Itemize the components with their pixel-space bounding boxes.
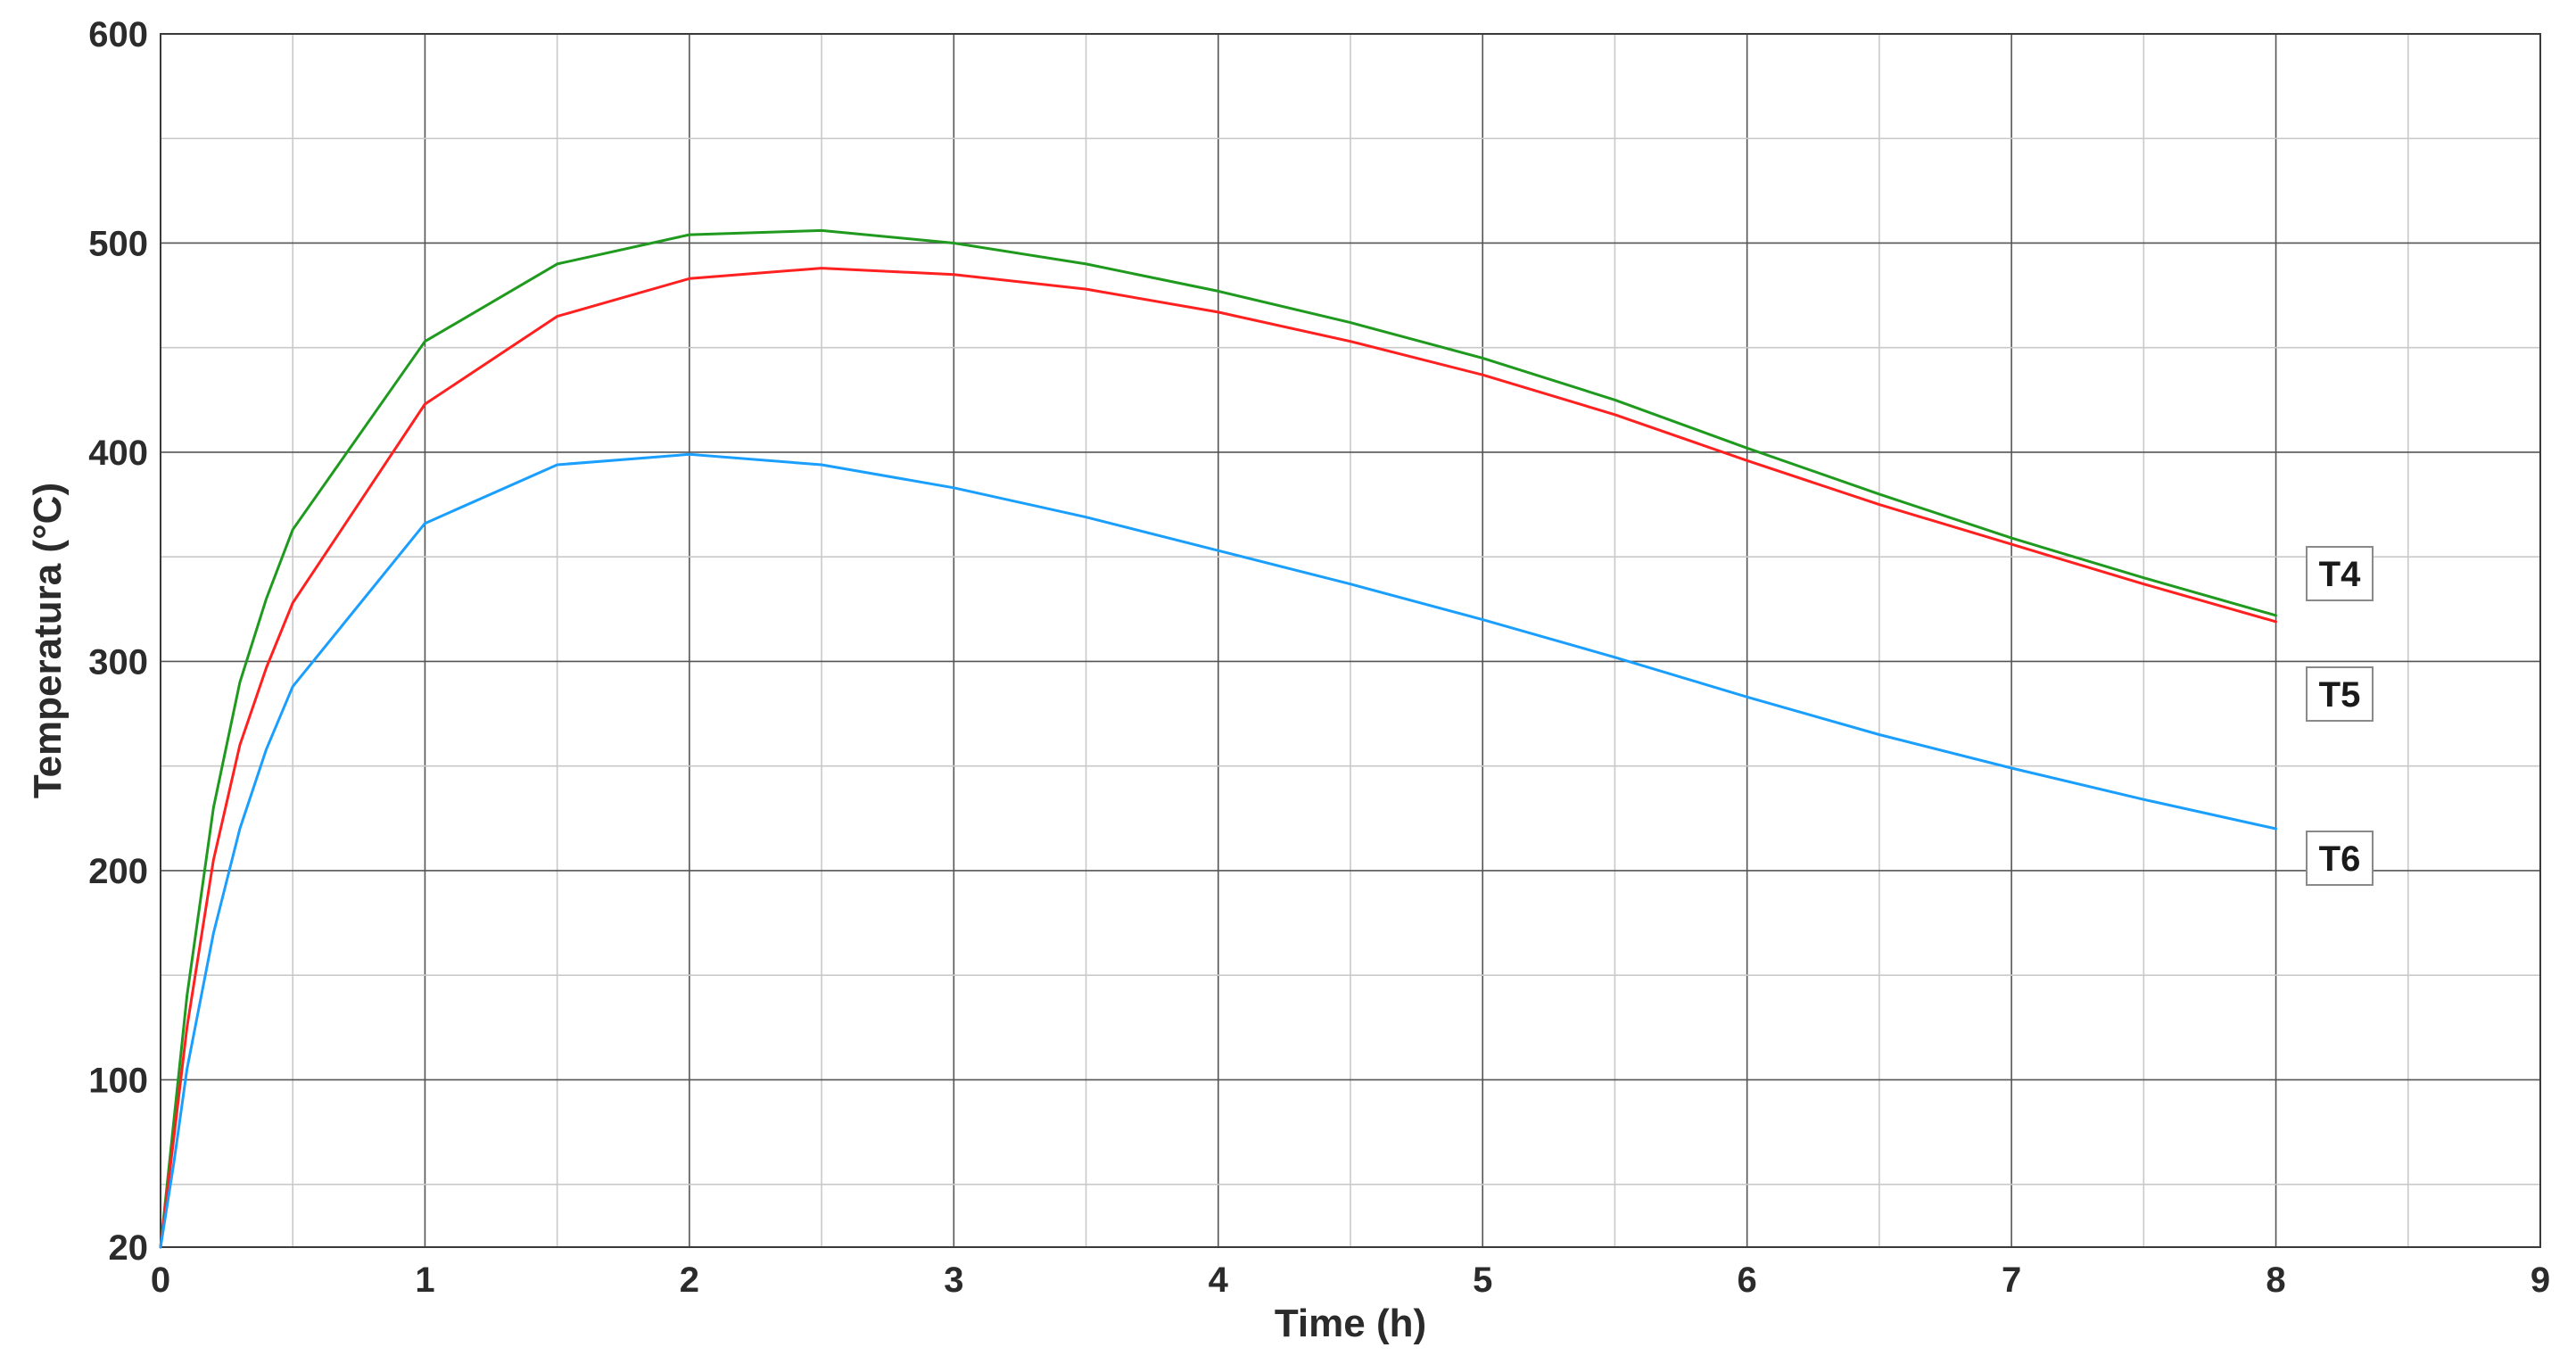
plot-frame (160, 33, 2541, 1248)
series-label-box (2306, 666, 2374, 722)
y-tick-label: 200 (88, 852, 148, 891)
series-line-t6 (159, 452, 2278, 1249)
x-tick-label: 9 (2531, 1261, 2550, 1300)
x-tick-label: 7 (2002, 1261, 2021, 1300)
x-tick-label: 1 (415, 1261, 434, 1300)
grid (160, 33, 2541, 1247)
y-axis-label: Temperatura (°C) (26, 483, 70, 798)
series-label-t4: T4 (2306, 546, 2374, 601)
axis-ticks: 0 1 2 3 4 5 6 7 8 9 20 100 200 300 400 500 600 (88, 15, 2550, 1300)
x-tick-label: 3 (944, 1261, 963, 1300)
series-line-t5 (159, 267, 2278, 1249)
y-tick-label: 100 (88, 1061, 148, 1100)
y-tick-label: 500 (88, 224, 148, 263)
x-tick-label: 6 (1738, 1261, 1757, 1300)
x-tick-label: 2 (680, 1261, 699, 1300)
series-label-t6: T6 (2306, 831, 2374, 886)
y-tick-label: 20 (109, 1228, 149, 1268)
series-label-text: T5 (2319, 675, 2361, 715)
y-tick-label: 300 (88, 642, 148, 682)
series-label-box (2306, 831, 2374, 886)
y-tick-label: 600 (88, 15, 148, 54)
y-tick-label: 400 (88, 434, 148, 473)
x-tick-label: 8 (2266, 1261, 2285, 1300)
series-lines (159, 228, 2278, 1249)
x-tick-label: 0 (151, 1261, 170, 1300)
x-tick-label: 4 (1209, 1261, 1229, 1300)
x-axis-label: Time (h) (1275, 1302, 1426, 1345)
series-label-text: T4 (2319, 555, 2361, 594)
series-labels: T4 T5 T6 (2306, 546, 2374, 886)
series-label-text: T6 (2319, 839, 2361, 879)
series-label-box (2306, 546, 2374, 601)
x-tick-label: 5 (1473, 1261, 1492, 1300)
series-line-t4 (159, 228, 2278, 1249)
series-label-t5: T5 (2306, 666, 2374, 722)
